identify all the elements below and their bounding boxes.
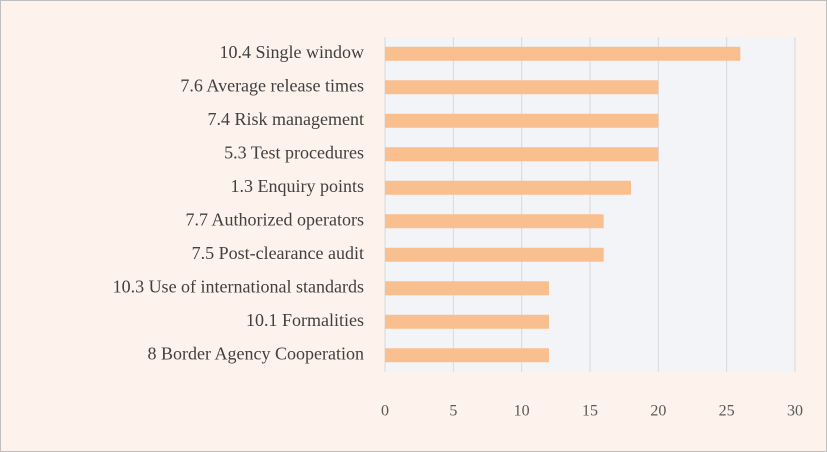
- x-tick-label: 15: [582, 403, 598, 420]
- bar: [385, 348, 549, 363]
- y-tick-label: 7.6 Average release times: [180, 75, 364, 95]
- bar: [385, 147, 659, 162]
- x-tick-label: 30: [787, 403, 803, 420]
- y-tick-label: 10.3 Use of international standards: [113, 276, 364, 296]
- x-tick-label: 10: [514, 403, 530, 420]
- x-tick-label: 20: [650, 403, 666, 420]
- x-tick-label: 25: [719, 403, 735, 420]
- bar: [385, 314, 549, 329]
- x-tick-label: 0: [381, 403, 389, 420]
- bar: [385, 247, 604, 262]
- x-tick-label: 5: [449, 403, 457, 420]
- y-tick-label: 7.7 Authorized operators: [186, 209, 364, 229]
- bar: [385, 80, 659, 95]
- y-tick-label: 8 Border Agency Cooperation: [148, 343, 364, 363]
- bar: [385, 281, 549, 296]
- y-tick-label: 10.1 Formalities: [246, 310, 364, 330]
- bar: [385, 46, 741, 61]
- bar: [385, 180, 631, 195]
- y-tick-label: 7.5 Post-clearance audit: [192, 243, 364, 263]
- bar: [385, 113, 659, 128]
- y-tick-label: 10.4 Single window: [219, 42, 364, 62]
- bar: [385, 214, 604, 229]
- y-tick-label: 1.3 Enquiry points: [231, 176, 365, 196]
- y-tick-label: 7.4 Risk management: [208, 109, 364, 129]
- y-tick-label: 5.3 Test procedures: [224, 142, 364, 162]
